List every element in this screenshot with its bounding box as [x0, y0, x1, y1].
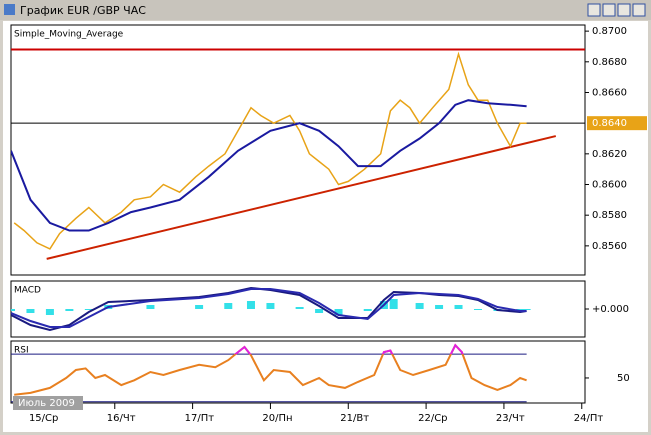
maximize-button[interactable] — [617, 3, 631, 17]
panel — [10, 340, 586, 404]
y-tick-label: 0.8560 — [592, 241, 627, 252]
y-tick-label: 50 — [617, 373, 630, 384]
x-tick-label: 17/Пт — [185, 413, 215, 424]
x-tick-label: 22/Ср — [418, 413, 447, 424]
indicator-title: MACD — [14, 286, 41, 296]
histogram-bar — [266, 303, 275, 309]
y-tick-label: 0.8680 — [592, 57, 627, 68]
panel — [10, 24, 586, 276]
plot — [11, 343, 527, 403]
histogram-bar — [363, 309, 372, 311]
x-tick-label: 21/Вт — [340, 413, 369, 424]
window-icon — [4, 4, 15, 15]
y-tick-label: 0.8600 — [592, 180, 627, 191]
last-price-label: 0.8640 — [592, 118, 627, 129]
minimize-button[interactable] — [602, 3, 616, 17]
plot — [11, 286, 531, 332]
x-tick-label: 15/Ср — [29, 413, 58, 424]
period-label-box — [13, 396, 83, 410]
histogram-bar — [334, 309, 343, 315]
histogram-bar — [84, 309, 93, 310]
histogram-bar — [435, 305, 444, 309]
series-line — [13, 51, 527, 250]
y-tick-label: +0.000 — [592, 304, 629, 315]
series-line — [11, 99, 527, 232]
close-button[interactable] — [632, 3, 646, 17]
trend-line — [46, 135, 557, 260]
y-tick-label: 0.8580 — [592, 210, 627, 221]
window-title: График EUR /GBP ЧАС — [20, 4, 146, 17]
indicator-title: Simple_Moving_Average — [14, 30, 124, 40]
y-tick-label: 0.8660 — [592, 87, 627, 98]
histogram-bar — [224, 303, 233, 309]
x-tick-label: 20/Пн — [262, 413, 292, 424]
indicator-title: RSI — [14, 346, 29, 356]
histogram-bar — [315, 309, 324, 313]
histogram-bar — [65, 309, 74, 311]
histogram-bar — [473, 309, 482, 310]
histogram-bar — [389, 299, 398, 309]
histogram-bar — [195, 305, 204, 309]
period-label: Июль 2009 — [18, 398, 75, 409]
window-buttons — [587, 3, 646, 17]
last-price-tag — [587, 116, 647, 131]
histogram-bar — [454, 305, 463, 309]
histogram-bar — [26, 309, 35, 313]
title-bar — [0, 0, 651, 20]
x-tick-label: 24/Пт — [574, 413, 604, 424]
histogram-bar — [246, 301, 255, 309]
histogram-bar — [45, 309, 54, 315]
x-tick-label: 16/Чт — [107, 413, 136, 424]
histogram-bar — [522, 309, 531, 310]
overbought-line — [233, 343, 464, 355]
histogram-bar — [146, 305, 155, 309]
y-tick-label: 0.8700 — [592, 26, 627, 37]
histogram-bar — [11, 309, 15, 311]
help-button[interactable] — [587, 3, 601, 17]
histogram-bar — [295, 307, 304, 309]
x-tick-label: 23/Чт — [496, 413, 525, 424]
histogram-bar — [415, 303, 424, 309]
series-line — [11, 288, 527, 328]
plot — [11, 48, 585, 260]
y-tick-label: 0.8620 — [592, 149, 627, 160]
